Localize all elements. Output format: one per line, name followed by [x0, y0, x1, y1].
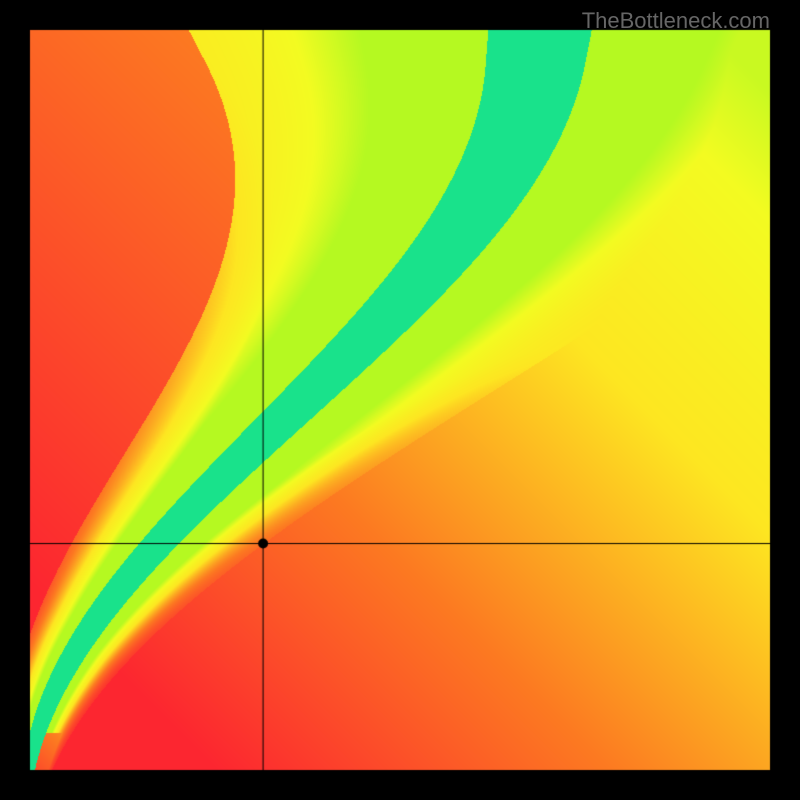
bottleneck-chart: TheBottleneck.com [0, 0, 800, 800]
heatmap-canvas [0, 0, 800, 800]
watermark-text: TheBottleneck.com [582, 8, 770, 34]
